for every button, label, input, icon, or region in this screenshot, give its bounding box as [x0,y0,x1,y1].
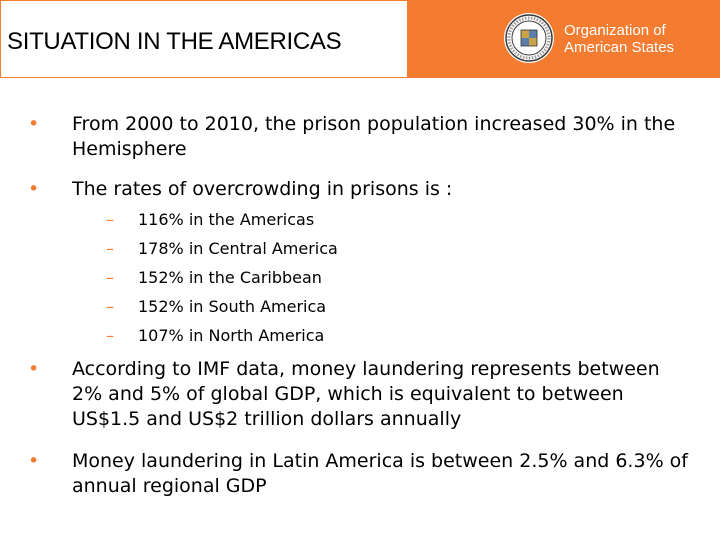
bullet-text: The rates of overcrowding in prisons is … [72,178,453,200]
sub-bullet-text: 107% in North America [138,326,325,345]
oas-seal-icon [504,13,554,63]
bullet-dot-icon: • [28,178,40,200]
bullet-dot-icon: • [28,450,40,472]
title-box: SITUATION IN THE AMERICAS [0,0,408,78]
sub-bullet-text: 116% in the Americas [138,210,315,229]
dash-icon: – [106,268,114,287]
bullet-item: • The rates of overcrowding in prisons i… [28,177,692,202]
bullet-text: According to IMF data, money laundering … [72,358,660,430]
bullet-text: From 2000 to 2010, the prison population… [72,113,676,160]
bullet-dot-icon: • [28,358,40,380]
sub-bullet-text: 178% in Central America [138,239,338,258]
org-name: Organization of American States [564,22,674,56]
dash-icon: – [106,326,114,345]
dash-icon: – [106,239,114,258]
sub-bullet-text: 152% in the Caribbean [138,268,322,287]
org-name-line2: American States [564,39,675,56]
bullet-text: Money laundering in Latin America is bet… [72,450,688,497]
header-bar: SITUATION IN THE AMERICAS Organization o… [0,0,720,78]
dash-icon: – [106,297,114,316]
org-name-line1: Organization of [564,22,666,39]
slide-title: SITUATION IN THE AMERICAS [7,28,342,55]
dash-icon: – [106,210,114,229]
sub-bullet-item: – 152% in the Caribbean [106,268,658,288]
bullet-item: • According to IMF data, money launderin… [28,357,692,432]
sub-bullet-text: 152% in South America [138,297,327,316]
bullet-item: • Money laundering in Latin America is b… [28,449,692,499]
bullet-item: • From 2000 to 2010, the prison populati… [28,112,692,162]
sub-bullet-item: – 107% in North America [106,326,658,346]
bullet-dot-icon: • [28,113,40,135]
sub-bullet-item: – 152% in South America [106,297,658,317]
sub-bullet-item: – 116% in the Americas [106,210,658,230]
sub-bullet-item: – 178% in Central America [106,239,658,259]
